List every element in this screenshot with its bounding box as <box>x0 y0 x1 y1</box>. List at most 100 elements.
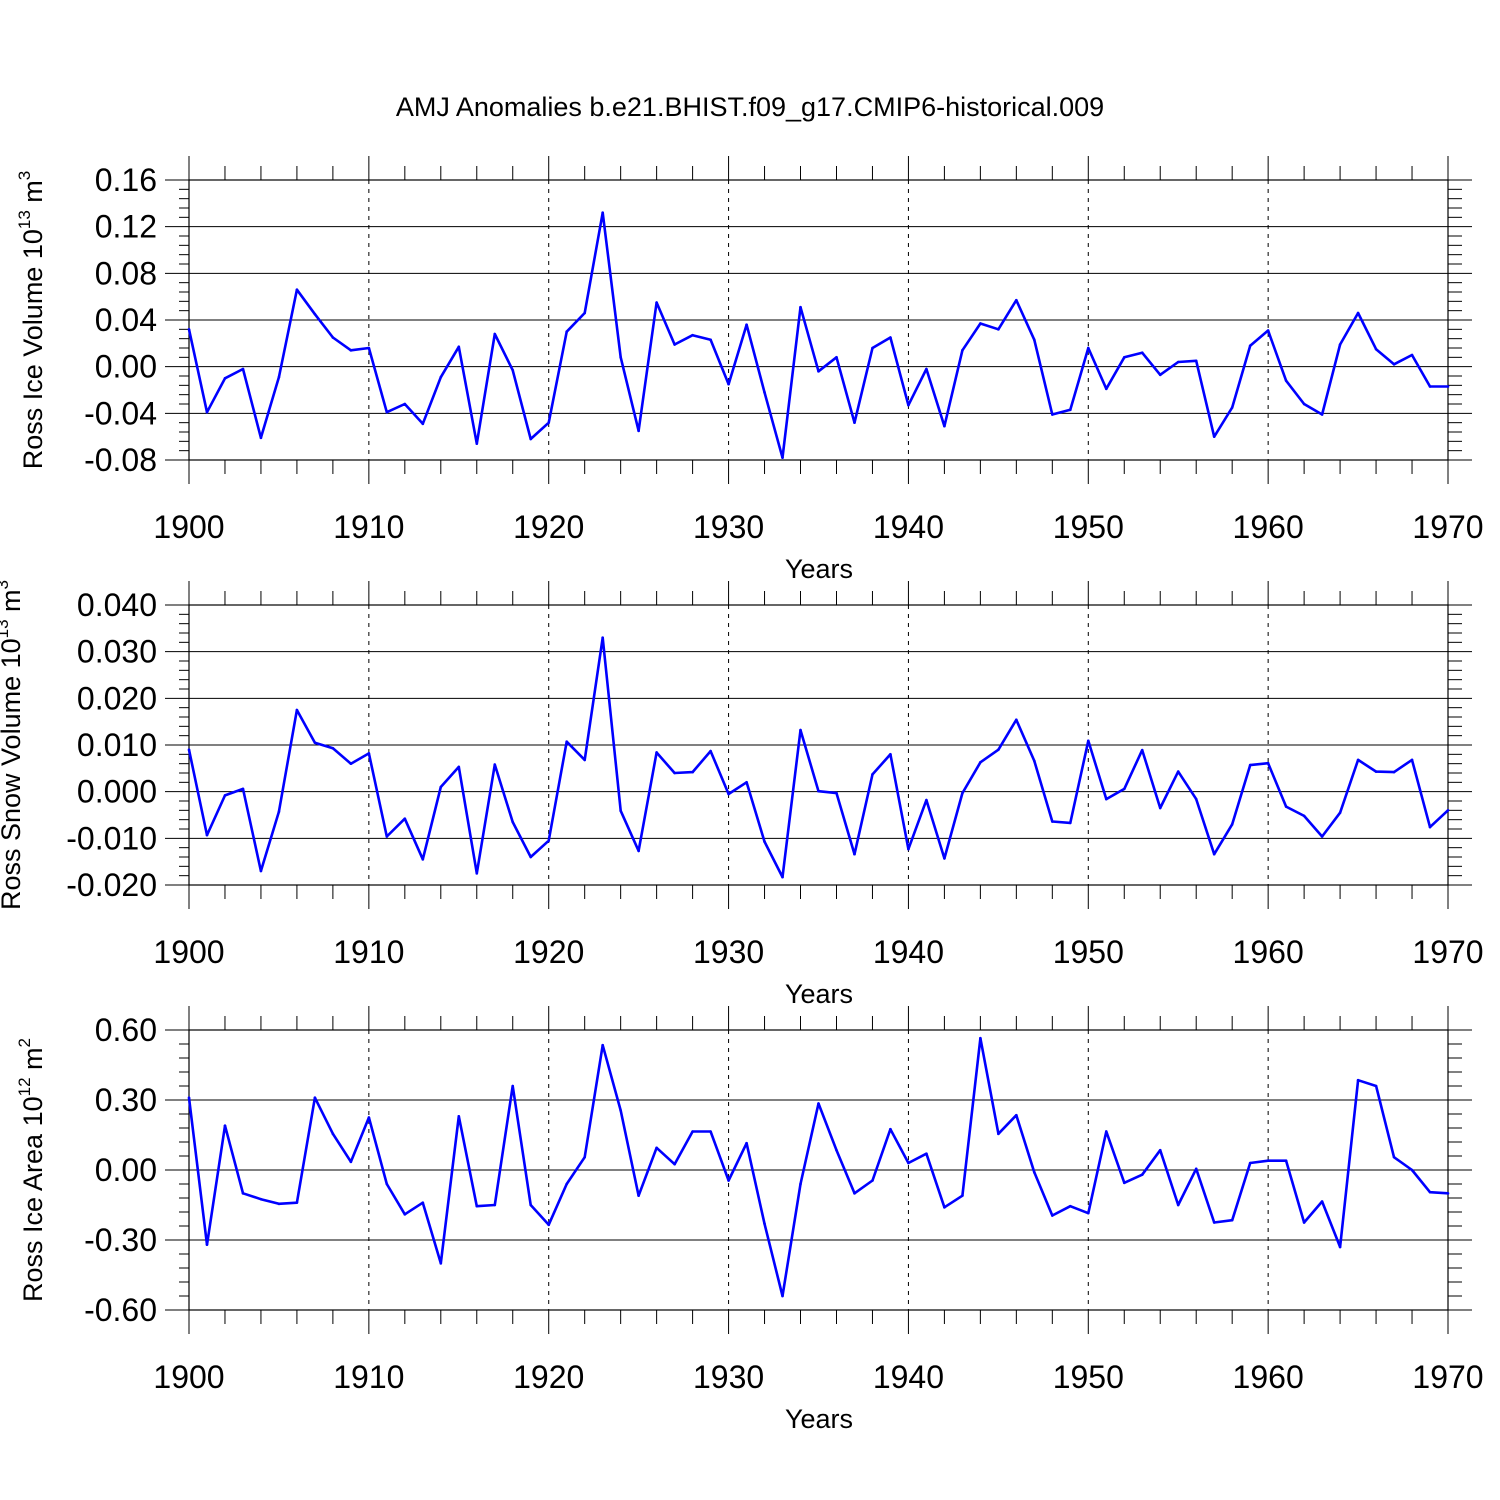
data-point <box>673 771 676 775</box>
data-point <box>925 367 928 371</box>
data-point <box>1194 797 1198 801</box>
x-tick-label: 1910 <box>333 934 404 970</box>
data-point <box>1392 363 1396 366</box>
data-point <box>853 852 856 856</box>
data-point <box>1374 770 1378 773</box>
data-point <box>421 1201 425 1204</box>
data-point <box>205 1243 209 1246</box>
data-point <box>277 375 281 379</box>
data-point <box>1194 359 1198 363</box>
data-point <box>1069 408 1072 412</box>
data-point <box>1051 413 1054 416</box>
data-point <box>205 833 209 837</box>
data-point <box>349 349 353 352</box>
data-point <box>493 1203 497 1207</box>
data-point <box>1212 1221 1216 1224</box>
data-point <box>637 1194 640 1197</box>
x-tick-label: 1920 <box>513 1359 584 1395</box>
x-tick-label: 1920 <box>513 934 584 970</box>
data-point <box>457 765 461 769</box>
data-point <box>349 1160 353 1164</box>
data-point <box>1356 758 1360 762</box>
data-point <box>457 345 461 349</box>
data-point <box>1356 311 1360 315</box>
data-point <box>1069 1204 1072 1208</box>
data-point <box>1320 413 1324 416</box>
data-point <box>979 1036 982 1040</box>
y-tick-label: -0.08 <box>84 442 157 478</box>
data-point <box>187 1096 191 1099</box>
data-point <box>907 847 910 851</box>
data-point <box>187 748 191 751</box>
x-tick-label: 1970 <box>1412 1359 1483 1395</box>
data-point <box>1428 825 1432 829</box>
data-point <box>745 781 748 784</box>
data-point <box>817 370 820 373</box>
data-point <box>691 333 694 337</box>
data-point <box>277 1202 281 1206</box>
data-point <box>1051 820 1054 823</box>
data-point <box>1266 329 1270 332</box>
data-point <box>1015 1113 1018 1117</box>
data-point <box>403 1213 407 1216</box>
data-point <box>241 787 245 791</box>
data-point <box>1104 797 1108 801</box>
data-point <box>1086 739 1090 743</box>
y-tick-label: 0.16 <box>95 162 157 198</box>
panel-ice-area: Ross Ice Area 1012 m2 Years -0.60 -0.30 0.… <box>15 1006 1484 1434</box>
data-point <box>943 1206 946 1209</box>
data-point <box>1302 1221 1306 1224</box>
series-line <box>187 211 1448 460</box>
y-tick-label: 0.020 <box>77 680 157 716</box>
y-tick-label: 0.30 <box>95 1082 157 1118</box>
x-axis-label: Years <box>785 1404 853 1434</box>
plot-frame <box>188 1029 1449 1311</box>
y-axis-label: Ross Ice Volume 1013 m3 <box>15 171 48 470</box>
data-point <box>1015 718 1018 722</box>
y-axis-label-text: Ross Ice Volume 10 <box>18 229 48 469</box>
x-tick-label: 1900 <box>153 509 224 545</box>
data-point <box>1446 809 1450 812</box>
data-point <box>259 869 263 873</box>
data-point <box>943 857 946 860</box>
data-point <box>583 758 586 762</box>
x-axis-label: Years <box>785 554 853 584</box>
y-tick-label: -0.30 <box>84 1222 157 1258</box>
x-tick-label: 1920 <box>513 509 584 545</box>
y-tick-label: -0.04 <box>84 395 157 431</box>
x-tick-label: 1900 <box>153 1359 224 1395</box>
y-axis-label-unit: m <box>18 180 48 210</box>
x-tick-label: 1930 <box>693 934 764 970</box>
y-tick-label: 0.00 <box>95 349 157 385</box>
data-point <box>511 820 515 824</box>
data-point <box>889 336 892 339</box>
data-point <box>511 368 515 372</box>
data-point <box>313 1096 317 1099</box>
data-point <box>1051 1214 1054 1217</box>
data-point <box>1428 385 1432 388</box>
x-tick-label: 1910 <box>333 1359 404 1395</box>
data-point <box>385 1182 389 1186</box>
data-point <box>1392 1155 1396 1159</box>
data-point <box>997 1132 1000 1136</box>
data-point <box>1194 1167 1198 1171</box>
data-point <box>655 751 658 754</box>
data-point <box>1410 353 1414 357</box>
data-point <box>547 421 551 424</box>
data-point <box>1356 1078 1360 1082</box>
data-point <box>385 410 389 414</box>
data-point <box>1374 347 1378 351</box>
x-tick-label: 1960 <box>1233 509 1304 545</box>
data-point <box>511 1084 515 1088</box>
data-point <box>367 752 371 755</box>
data-point <box>817 789 820 793</box>
data-point <box>367 1116 371 1119</box>
y-tick-label: 0.000 <box>77 774 157 810</box>
x-tick-label: 1970 <box>1412 934 1483 970</box>
data-point <box>1069 821 1072 825</box>
data-point <box>331 1132 335 1136</box>
data-point <box>835 1148 838 1152</box>
data-point <box>1033 759 1036 763</box>
data-point <box>367 346 371 350</box>
y-axis-label-exponent: 13 <box>15 210 34 229</box>
